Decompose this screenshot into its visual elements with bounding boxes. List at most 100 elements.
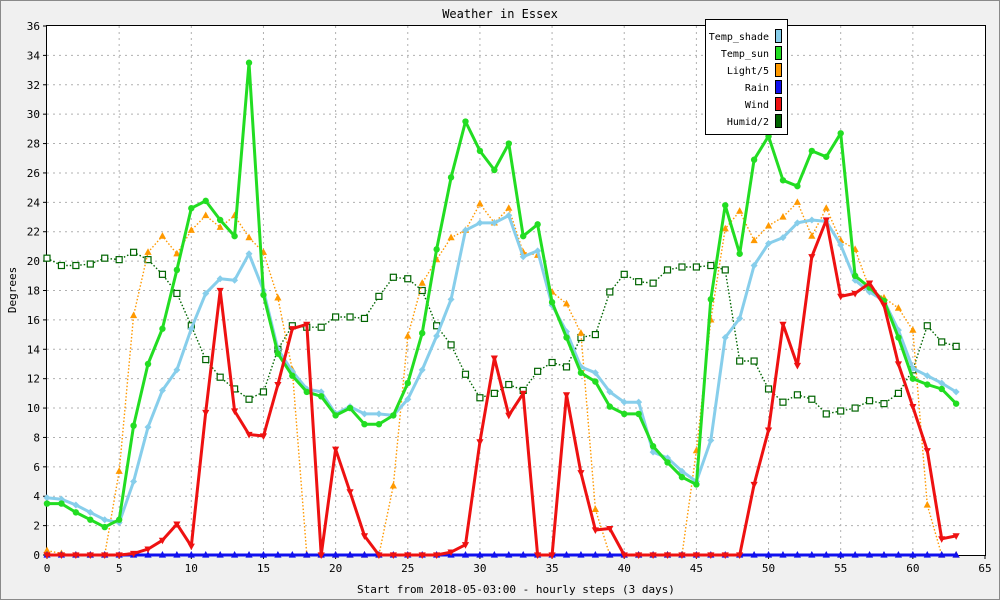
temp-shade-point bbox=[173, 366, 181, 374]
wind-point bbox=[923, 448, 931, 455]
wind-point bbox=[548, 552, 556, 559]
wind-point bbox=[938, 536, 946, 543]
wind-point bbox=[476, 439, 484, 446]
temp-sun-point bbox=[707, 296, 715, 303]
humid-2-point bbox=[43, 254, 51, 262]
temp-sun-point bbox=[952, 400, 960, 407]
light-5-point bbox=[404, 332, 412, 339]
legend-swatch bbox=[775, 46, 782, 60]
humid-2-point bbox=[101, 254, 109, 262]
rain-point bbox=[332, 551, 340, 558]
humid-2-point bbox=[360, 314, 369, 323]
rain-point bbox=[202, 551, 210, 558]
temp-shade-point bbox=[591, 369, 599, 377]
rain-point bbox=[461, 551, 470, 558]
rain-point bbox=[562, 551, 571, 558]
wind-point bbox=[259, 433, 268, 440]
x-tick-label: 0 bbox=[44, 562, 51, 575]
rain-point bbox=[779, 551, 787, 558]
y-tick-label: 16 bbox=[27, 314, 40, 327]
rain-point bbox=[187, 551, 195, 558]
temp-sun-point bbox=[260, 291, 267, 299]
temp-sun-point bbox=[909, 375, 917, 382]
rain-point bbox=[216, 551, 224, 558]
rain-point bbox=[952, 551, 960, 558]
x-axis-label: Start from 2018-05-03:00 - hourly steps … bbox=[357, 583, 675, 596]
light-5-point bbox=[173, 249, 181, 257]
wind-point bbox=[57, 552, 66, 559]
wind-point bbox=[764, 427, 773, 435]
humid-2-point bbox=[332, 313, 340, 321]
temp-sun-point bbox=[159, 325, 166, 332]
legend-swatch bbox=[775, 63, 782, 77]
temp-sun-point bbox=[43, 500, 51, 507]
light-5-point bbox=[274, 293, 282, 301]
humid-2-point bbox=[793, 391, 802, 399]
light-5-point bbox=[808, 232, 816, 239]
temp-sun-point bbox=[664, 459, 671, 466]
temp-sun-point bbox=[520, 232, 527, 240]
temp-shade-point bbox=[245, 250, 253, 258]
temp-sun-point bbox=[823, 153, 830, 160]
humid-2-point bbox=[750, 357, 758, 365]
humid-2-point bbox=[129, 248, 138, 256]
wind-point bbox=[851, 290, 859, 298]
rain-point bbox=[909, 551, 917, 558]
legend-label: Temp_shade bbox=[709, 32, 769, 43]
humid-2-point bbox=[764, 385, 773, 393]
temp-shade-point bbox=[418, 366, 426, 374]
legend-label: Humid/2 bbox=[727, 117, 769, 128]
wind-point bbox=[894, 361, 903, 368]
light-5-point bbox=[562, 299, 571, 307]
wind-point bbox=[620, 552, 628, 559]
wind-point bbox=[909, 403, 917, 411]
wind-point bbox=[519, 390, 527, 398]
wind-point bbox=[332, 446, 340, 454]
temp-sun-point bbox=[245, 59, 253, 66]
temp-sun-point bbox=[534, 221, 541, 228]
wind-point bbox=[433, 552, 441, 559]
chart-title: Weather in Essex bbox=[442, 7, 558, 21]
humid-2-point bbox=[447, 341, 455, 349]
temp-sun-point bbox=[750, 156, 758, 163]
temp-sun-point bbox=[592, 378, 599, 385]
humid-2-point bbox=[404, 275, 412, 283]
humid-2-point bbox=[952, 342, 960, 350]
temp-sun-point bbox=[130, 422, 137, 429]
temp-shade-point bbox=[606, 388, 614, 396]
temp-sun-point bbox=[115, 516, 123, 523]
temp-sun-point bbox=[505, 140, 512, 147]
temp-shade-point bbox=[808, 216, 816, 224]
temp-sun-point bbox=[851, 272, 859, 280]
temp-shade-point bbox=[490, 219, 498, 227]
temp-sun-point bbox=[317, 393, 325, 400]
temp-sun-point bbox=[346, 404, 354, 412]
legend-swatch bbox=[775, 97, 782, 111]
rain-point bbox=[360, 551, 369, 558]
series-line-temp-sun bbox=[47, 61, 958, 529]
temp-shade-point bbox=[101, 516, 109, 524]
y-tick-label: 34 bbox=[27, 49, 41, 62]
wind-point bbox=[202, 409, 210, 417]
humid-2-point bbox=[245, 395, 253, 403]
series-line-temp-shade bbox=[46, 214, 957, 525]
rain-point bbox=[851, 551, 859, 558]
wind-point bbox=[505, 412, 513, 420]
temp-shade-point bbox=[793, 219, 801, 227]
temp-shade-point bbox=[952, 388, 960, 396]
wind-point bbox=[534, 552, 542, 559]
wind-point bbox=[880, 302, 888, 310]
wind-point bbox=[231, 408, 239, 415]
wind-point bbox=[952, 533, 960, 540]
humid-2-point bbox=[202, 355, 210, 364]
humid-2-point bbox=[144, 256, 152, 264]
wind-point bbox=[115, 552, 123, 559]
humid-2-point bbox=[837, 407, 845, 415]
humid-2-point bbox=[375, 292, 383, 300]
rain-point bbox=[505, 551, 513, 558]
light-5-point bbox=[894, 304, 903, 311]
legend-swatch bbox=[775, 80, 782, 94]
wind-point bbox=[317, 552, 325, 559]
humid-2-point bbox=[418, 286, 426, 295]
y-tick-label: 14 bbox=[27, 343, 41, 356]
